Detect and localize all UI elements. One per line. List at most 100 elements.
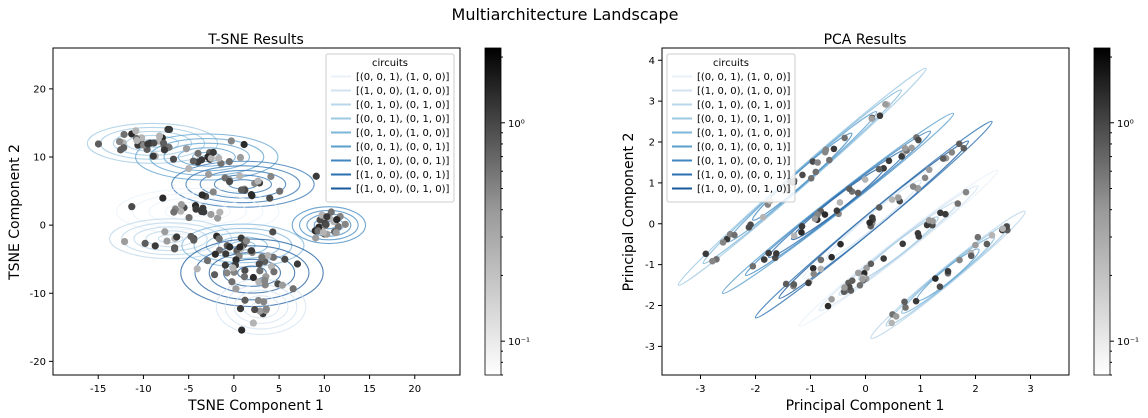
legend-box [666, 53, 796, 203]
data-point [319, 228, 328, 237]
x-tick-label: -3 [696, 384, 706, 395]
x-tick-label: 1 [917, 384, 923, 395]
data-point [247, 247, 256, 255]
data-point [247, 191, 256, 199]
data-point [809, 158, 817, 165]
legend-label: [(0, 1, 0), (0, 1, 0)] [697, 100, 790, 111]
legend-label: [(0, 1, 0), (0, 1, 0)] [356, 100, 449, 111]
tsne-points [94, 125, 349, 334]
data-point [222, 250, 230, 258]
data-point [227, 137, 235, 145]
data-point [814, 159, 822, 166]
data-point [821, 211, 829, 218]
data-point [828, 296, 835, 303]
kde-contour [194, 245, 310, 301]
data-point [821, 148, 829, 156]
data-point [888, 196, 896, 203]
data-point [894, 194, 902, 201]
legend-box [325, 53, 455, 203]
data-point [833, 207, 841, 214]
data-point [892, 313, 900, 320]
kde-contour [721, 112, 955, 295]
data-point [266, 194, 274, 202]
data-point [333, 216, 341, 224]
data-point [149, 152, 157, 160]
data-point [173, 233, 181, 241]
data-point [215, 154, 223, 162]
data-point [955, 140, 963, 148]
data-point [163, 237, 171, 245]
data-point [719, 239, 727, 246]
data-point [790, 281, 798, 288]
data-point [242, 237, 251, 245]
data-point [193, 265, 201, 273]
tsne-x-axis: -15 -10 -5 0 5 10 15 20 [90, 375, 421, 395]
data-point [848, 277, 856, 284]
data-point [876, 112, 884, 120]
data-point [169, 155, 178, 163]
data-point [909, 183, 917, 190]
data-point [868, 115, 876, 122]
kde-contour [825, 179, 922, 260]
data-point [341, 220, 349, 228]
y-tick-label: -20 [30, 357, 46, 368]
kde-contour [224, 284, 298, 330]
data-point [141, 239, 149, 248]
data-point [798, 228, 805, 236]
data-point [798, 222, 806, 230]
data-point [237, 186, 246, 194]
data-point [209, 148, 217, 156]
tsne-y-axis: -20 -10 0 10 20 [30, 84, 53, 368]
data-point [255, 278, 263, 286]
data-point [882, 101, 889, 108]
data-point [133, 136, 141, 145]
data-point [866, 219, 873, 226]
y-tick-label: 0 [40, 221, 46, 232]
data-point [128, 203, 136, 211]
tsne-legend: circuits [(0, 0, 1), (1, 0, 0)] [(1, 0, 0)… [325, 53, 455, 203]
data-point [161, 228, 169, 236]
legend-label: [(0, 0, 1), (0, 0, 1)] [697, 142, 790, 153]
kde-contour [133, 226, 208, 252]
legend-title: circuits [713, 58, 749, 69]
data-point [214, 214, 222, 222]
data-point [811, 215, 819, 223]
data-point [189, 157, 197, 165]
data-point [226, 243, 234, 251]
data-point [115, 137, 124, 146]
kde-contour [108, 218, 233, 260]
data-point [875, 165, 883, 173]
kde-contour [751, 132, 853, 221]
data-point [856, 281, 864, 289]
data-point [828, 253, 835, 261]
data-point [749, 262, 757, 270]
legend-label: [(0, 0, 1), (0, 1, 0)] [697, 114, 790, 125]
data-point [185, 213, 193, 222]
data-point [264, 251, 272, 260]
data-point [921, 174, 929, 182]
kde-contour [291, 206, 367, 245]
data-point [256, 267, 264, 275]
colorbar-tick-label: 10⁰ [1117, 119, 1134, 130]
data-point [954, 200, 962, 207]
data-point [194, 149, 202, 157]
data-point [151, 242, 159, 250]
data-point [120, 130, 128, 139]
y-tick-label: -1 [645, 260, 655, 271]
y-tick-label: 2 [649, 138, 655, 149]
data-point [901, 298, 908, 306]
colorbar-tick-label: 10⁰ [508, 119, 525, 130]
legend-label: [(0, 0, 1), (0, 1, 0)] [356, 114, 449, 125]
data-point [236, 305, 245, 313]
data-point [132, 127, 140, 135]
data-point [203, 257, 212, 265]
data-point [826, 156, 833, 164]
data-point [807, 174, 815, 182]
data-point [182, 145, 191, 153]
data-point [323, 213, 331, 221]
data-point [759, 213, 767, 221]
data-point [209, 188, 217, 196]
data-point [861, 176, 869, 183]
data-point [962, 188, 970, 196]
data-point [232, 256, 240, 264]
